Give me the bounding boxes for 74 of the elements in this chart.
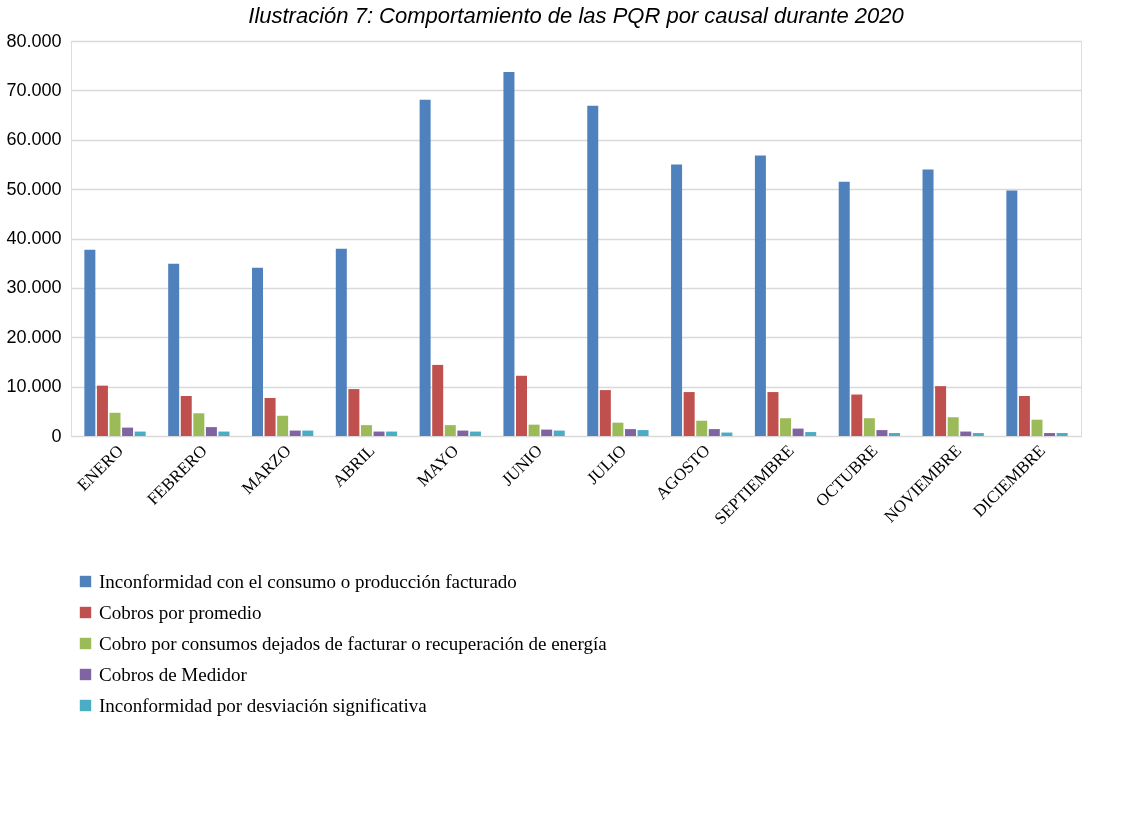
bar (889, 433, 901, 436)
bar (599, 390, 611, 436)
y-tick-label: 20.000 (6, 326, 62, 347)
bar (528, 424, 540, 436)
bar (863, 418, 875, 436)
bar (457, 430, 469, 436)
legend-label: Inconformidad por desviación significativa (99, 694, 428, 716)
y-tick-label: 0 (51, 425, 62, 446)
bar (947, 417, 959, 436)
bar (683, 392, 695, 436)
bar (754, 155, 766, 436)
bar (671, 164, 683, 436)
bar (1031, 419, 1043, 436)
bar (109, 412, 121, 436)
bar (612, 422, 624, 436)
legend-label: Inconformidad con el consumo o producción facturado (99, 570, 517, 592)
bar (205, 427, 217, 436)
bar (972, 433, 984, 436)
legend-label: Cobros por promedio (99, 601, 262, 623)
bar (373, 431, 385, 436)
bar (96, 385, 108, 436)
bar (432, 364, 444, 436)
bar (386, 431, 398, 436)
bar (624, 429, 636, 436)
chart-title: Ilustración 7: Comportamiento de las PQR por causal durante 2020 (248, 3, 905, 28)
bar (922, 169, 934, 436)
bar (168, 263, 180, 436)
bar (876, 430, 888, 436)
y-tick-label: 30.000 (6, 277, 62, 298)
y-tick-label: 80.000 (6, 30, 62, 51)
bar (180, 396, 192, 436)
bar (637, 430, 649, 436)
bar (780, 418, 792, 436)
bar (696, 420, 708, 436)
bar (516, 375, 528, 436)
bar (264, 397, 276, 436)
bar (218, 431, 230, 436)
bar (122, 427, 134, 436)
bar (348, 389, 360, 436)
bar (503, 72, 515, 436)
bar (792, 428, 804, 436)
bar (1006, 190, 1018, 436)
bar (708, 429, 720, 436)
bar (851, 394, 863, 436)
bar (360, 425, 372, 436)
bar (1044, 433, 1056, 436)
bar (84, 249, 96, 436)
bar (767, 392, 779, 436)
bar (335, 248, 347, 436)
bar (935, 386, 947, 436)
bar (251, 267, 263, 436)
bar (838, 181, 850, 436)
bar (277, 415, 289, 436)
bar (193, 413, 205, 436)
bar (587, 105, 599, 436)
bar (134, 431, 146, 436)
y-tick-label: 40.000 (6, 228, 62, 248)
legend-label: Cobros de Medidor (99, 663, 248, 685)
bar (289, 430, 301, 436)
bar (1018, 396, 1030, 436)
bar (419, 99, 431, 436)
bar (444, 425, 456, 436)
y-tick-label: 60.000 (6, 129, 62, 150)
bar (553, 430, 565, 436)
legend-label: Cobro por consumos dejados de facturar o recuperación de energía (99, 632, 608, 654)
y-tick-label: 50.000 (6, 178, 62, 199)
bar (805, 432, 817, 436)
bar (1056, 433, 1068, 436)
bar (541, 429, 553, 436)
y-tick-label: 10.000 (6, 376, 62, 397)
bar (960, 431, 972, 436)
bar (302, 430, 314, 436)
y-tick-label: 70.000 (6, 79, 62, 100)
bar (469, 431, 481, 436)
